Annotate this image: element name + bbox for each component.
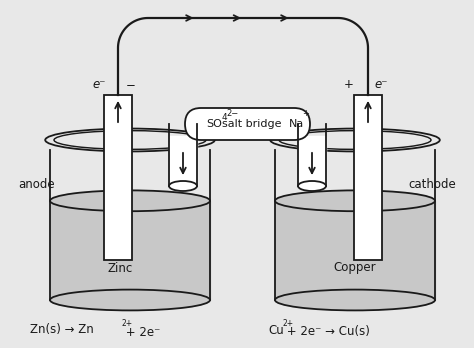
Text: Copper: Copper	[334, 261, 376, 275]
Bar	[298, 136, 326, 186]
Bar	[275, 201, 435, 300]
Bar	[354, 95, 382, 260]
Text: salt bridge: salt bridge	[222, 119, 282, 129]
Text: +: +	[344, 79, 354, 92]
Text: e⁻: e⁻	[374, 79, 388, 92]
Ellipse shape	[50, 290, 210, 310]
Text: Cu: Cu	[268, 324, 284, 337]
Text: SO: SO	[206, 119, 222, 129]
Text: Na: Na	[289, 119, 304, 129]
Text: + 2e⁻ → Cu(s): + 2e⁻ → Cu(s)	[283, 325, 370, 339]
Text: e⁻: e⁻	[92, 79, 106, 92]
Text: Zinc: Zinc	[108, 261, 133, 275]
Text: + 2e⁻: + 2e⁻	[122, 325, 160, 339]
Text: −: −	[126, 79, 136, 92]
Ellipse shape	[169, 181, 197, 191]
Text: 2+: 2+	[122, 318, 133, 327]
Ellipse shape	[275, 290, 435, 310]
Text: anode: anode	[18, 179, 55, 191]
Text: 2−: 2−	[226, 109, 238, 118]
Ellipse shape	[298, 181, 326, 191]
FancyBboxPatch shape	[185, 108, 310, 140]
Text: +: +	[302, 109, 309, 118]
Ellipse shape	[275, 190, 435, 211]
Bar	[169, 136, 197, 186]
Text: 4: 4	[222, 113, 228, 122]
Bar	[50, 201, 210, 300]
Text: Zn(s) → Zn: Zn(s) → Zn	[30, 324, 94, 337]
Bar	[104, 95, 132, 260]
Text: 2+: 2+	[283, 318, 294, 327]
Ellipse shape	[50, 190, 210, 211]
Text: cathode: cathode	[408, 179, 456, 191]
